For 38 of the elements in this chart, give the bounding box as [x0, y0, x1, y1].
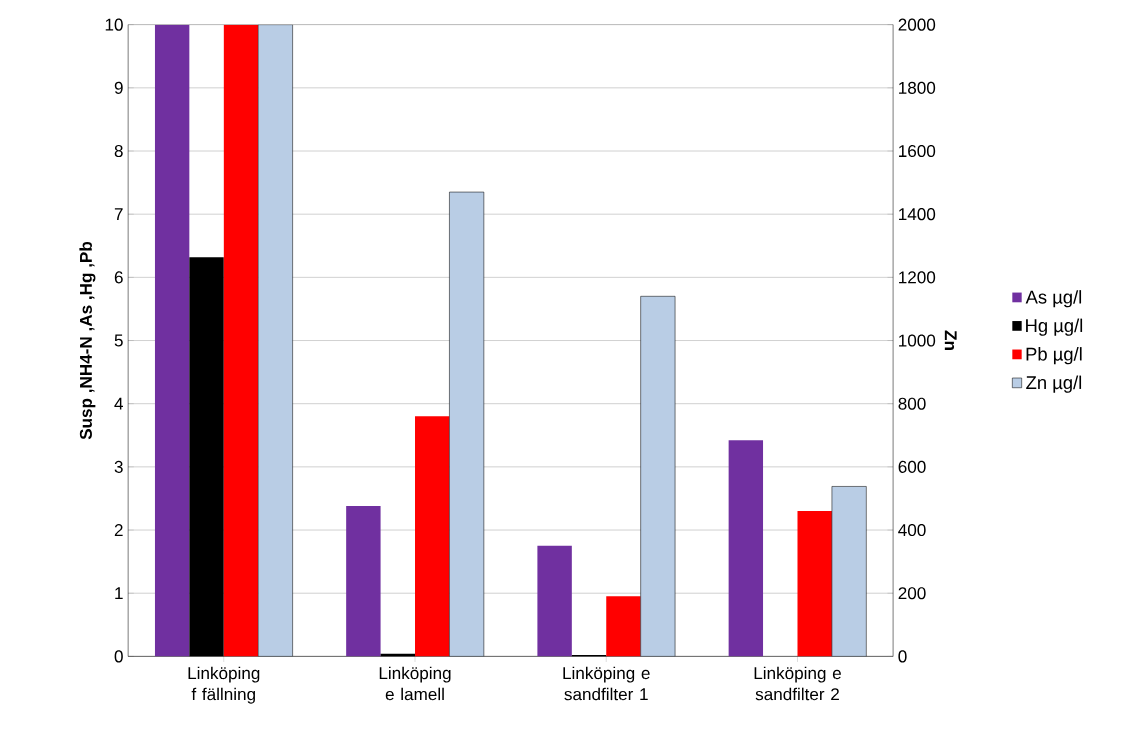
y2-tick-label: 1600	[899, 144, 936, 157]
bar	[606, 596, 641, 657]
legend-label: Pb µg/l	[1026, 346, 1082, 365]
y-tick-label: 3	[114, 460, 123, 473]
y2-tick-label: 1400	[899, 207, 936, 221]
legend-label: Zn µg/l	[1026, 375, 1082, 393]
y-axis-title: Susp ,NH4-N ,As ,Hg ,Pb	[79, 241, 96, 440]
y2-tick-label: 2000	[898, 18, 936, 31]
y-tick-label: 5	[114, 334, 123, 347]
legend-label: As µg/l	[1025, 289, 1082, 308]
y2-tick-label: 1800	[899, 81, 936, 94]
y-tick-label: 7	[114, 208, 123, 220]
y2-tick-label: 1200	[899, 271, 936, 284]
y2-tick-label: 200	[898, 586, 926, 600]
y-tick-label: 6	[114, 271, 123, 284]
x-tick-label: Linköping e sandfilter 2	[754, 666, 841, 701]
x-tick-label: Linköping e sandfilter 1	[563, 666, 650, 701]
y-tick-label: 8	[114, 144, 123, 157]
y-tick-label: 0	[114, 650, 123, 663]
y-tick-label: 1	[115, 587, 123, 599]
y2-tick-label: 1000	[899, 334, 936, 347]
y2-tick-label: 600	[898, 460, 926, 473]
bar	[537, 545, 572, 657]
legend-label: Hg µg/l	[1026, 318, 1083, 336]
y-tick-label: 2	[114, 523, 123, 536]
y2-axis-title: Zn	[944, 330, 957, 350]
x-tick-label: Linköping e lamell	[379, 666, 451, 701]
y-tick-label: 9	[114, 81, 123, 94]
x-tick-label: Linköping f fällning	[188, 666, 260, 704]
y-tick-label: 10	[105, 18, 123, 31]
y2-tick-label: 400	[898, 523, 926, 536]
bar	[640, 296, 676, 657]
bar	[346, 505, 381, 657]
bar	[154, 24, 190, 657]
bar	[728, 440, 764, 657]
y2-tick-label: 800	[898, 397, 926, 410]
y2-tick-label: 0	[898, 650, 907, 663]
y-tick-label: 4	[114, 397, 123, 410]
